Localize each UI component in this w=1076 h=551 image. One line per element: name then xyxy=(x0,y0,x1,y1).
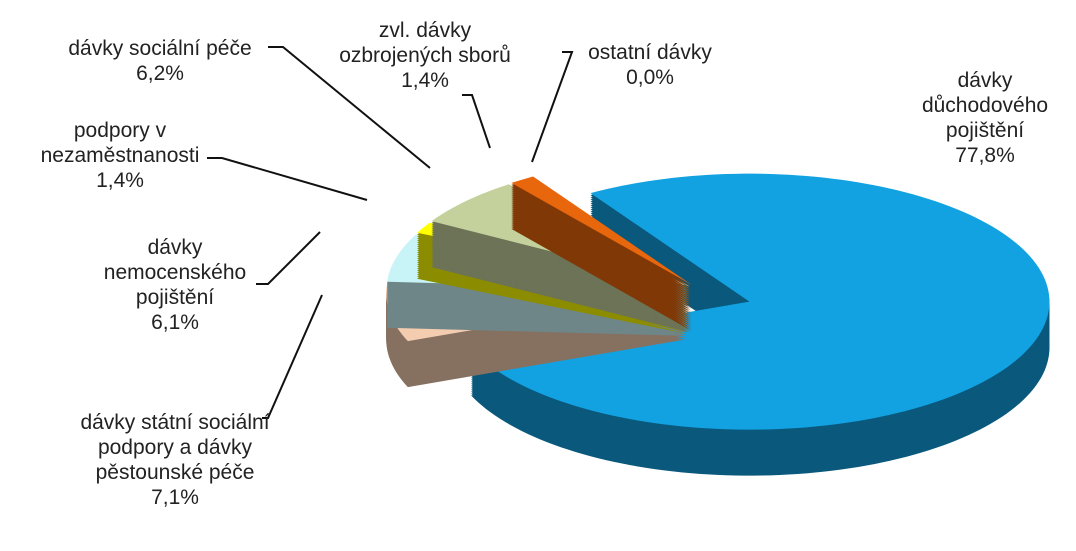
leader-line xyxy=(262,294,323,419)
data-label: zvl. dávky ozbrojených sborů 1,4% xyxy=(325,18,525,93)
leader-line xyxy=(268,46,431,169)
leader-line xyxy=(462,94,491,149)
slice xyxy=(511,176,693,286)
category-name: podpory v nezaměstnanosti xyxy=(40,119,200,167)
category-name: dávky státní sociální podpory a dávky pě… xyxy=(80,411,270,484)
data-label: podpory v nezaměstnanosti 1,4% xyxy=(23,118,218,193)
value-label: 6,2% xyxy=(136,62,184,85)
category-name: dávky nemocenského pojištění xyxy=(103,236,247,309)
data-label: dávky nemocenského pojištění 6,1% xyxy=(100,235,250,335)
category-name: dávky sociální péče xyxy=(68,37,252,60)
category-name: dávky důchodového pojištění xyxy=(921,69,1049,142)
leader-line xyxy=(207,157,368,201)
data-label: dávky státní sociální podpory a dávky pě… xyxy=(63,410,288,510)
category-name: zvl. dávky ozbrojených sborů xyxy=(339,19,511,67)
value-label: 1,4% xyxy=(96,169,144,192)
value-label: 7,1% xyxy=(151,486,199,509)
category-name: ostatní dávky xyxy=(588,41,712,64)
value-label: 6,1% xyxy=(151,311,199,334)
value-label: 1,4% xyxy=(401,69,449,92)
slice xyxy=(471,173,1050,430)
value-label: 77,8% xyxy=(955,144,1015,167)
leader-line xyxy=(531,51,574,163)
leader-line xyxy=(256,231,321,285)
data-label: ostatní dávky 0,0% xyxy=(560,40,740,90)
value-label: 0,0% xyxy=(626,66,674,89)
data-label: dávky důchodového pojištění 77,8% xyxy=(910,68,1060,168)
data-label: dávky sociální péče 6,2% xyxy=(30,36,290,86)
